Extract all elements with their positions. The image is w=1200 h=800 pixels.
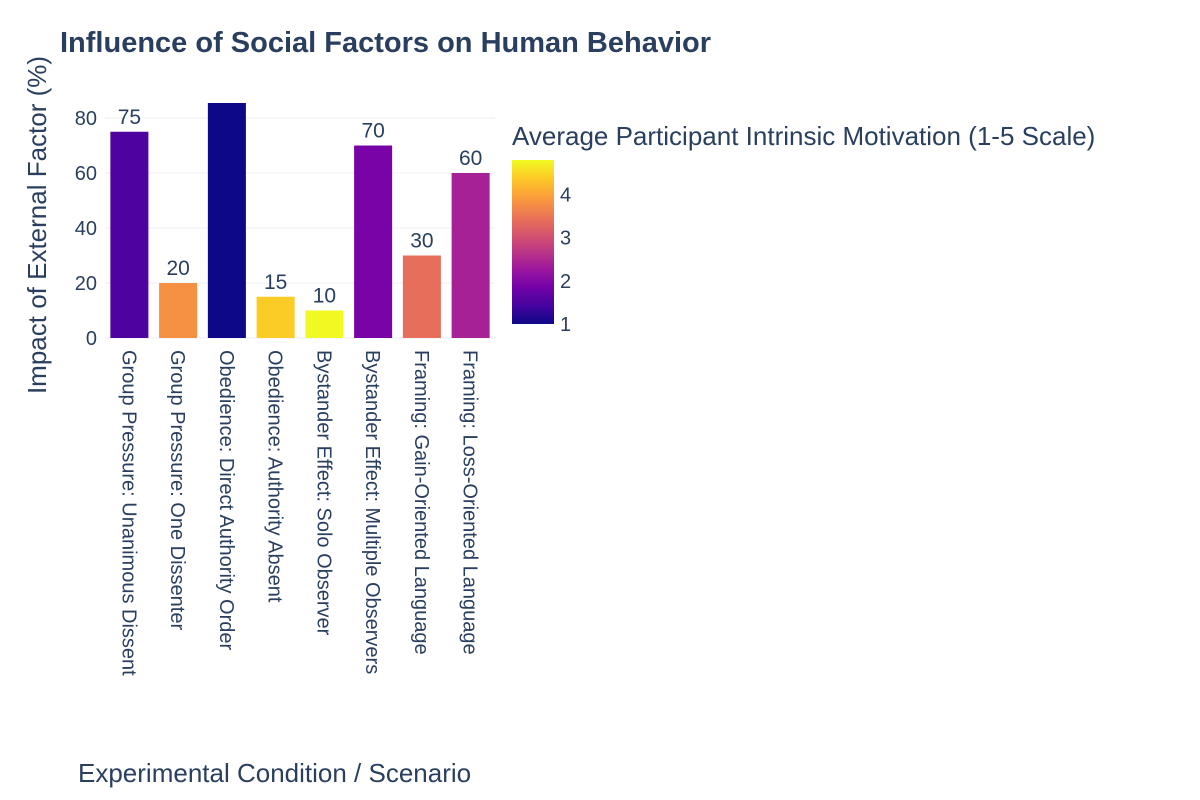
chart-title: Influence of Social Factors on Human Beh… <box>60 27 711 59</box>
x-tick-label: Obedience: Direct Authority Order <box>215 350 237 650</box>
colorbar-ticks: 1 2 3 4 <box>560 185 571 336</box>
x-tick-label: Group Pressure: One Dissenter <box>166 350 188 630</box>
colorbar-tick-label: 1 <box>560 314 571 336</box>
bar-value-label: 75 <box>118 106 141 129</box>
y-tick-label: 80 <box>75 108 97 130</box>
colorbar-tick-label: 4 <box>560 185 571 207</box>
x-tick-label: Framing: Gain-Oriented Language <box>410 350 432 655</box>
bar-value-label: 90 <box>215 65 238 88</box>
y-tick-label: 60 <box>75 163 97 185</box>
bar-labels: 75 20 90 15 10 70 30 60 <box>118 65 483 308</box>
x-tick-label: Framing: Loss-Oriented Language <box>459 350 481 655</box>
colorbar: Average Participant Intrinsic Motivation… <box>512 121 1095 336</box>
x-axis-ticks: Group Pressure: Unanimous Dissent Group P… <box>117 350 480 676</box>
x-tick-label: Group Pressure: Unanimous Dissent <box>117 350 139 676</box>
bar-value-label: 20 <box>166 257 189 280</box>
bar-value-label: 70 <box>361 120 384 143</box>
x-tick-label: Obedience: Authority Absent <box>264 350 286 603</box>
bar <box>256 296 295 338</box>
bar-value-label: 60 <box>459 147 482 170</box>
y-axis-title: Impact of External Factor (%) <box>22 56 52 394</box>
bar <box>110 131 149 338</box>
bar <box>305 310 344 338</box>
colorbar-tick-label: 3 <box>560 228 571 250</box>
bar <box>159 283 198 338</box>
colorbar-title: Average Participant Intrinsic Motivation… <box>512 121 1095 151</box>
bar <box>207 103 246 338</box>
colorbar-gradient <box>512 160 554 324</box>
y-tick-label: 0 <box>86 328 97 350</box>
bar-value-label: 10 <box>313 285 336 308</box>
bar <box>451 173 490 338</box>
x-tick-label: Bystander Effect: Multiple Observers <box>361 350 383 674</box>
bar <box>402 255 441 338</box>
colorbar-tick-label: 2 <box>560 271 571 293</box>
y-axis-ticks: 0 20 40 60 80 <box>75 108 97 350</box>
y-tick-label: 20 <box>75 273 97 295</box>
y-tick-label: 40 <box>75 218 97 240</box>
x-tick-label: Bystander Effect: Solo Observer <box>312 350 334 636</box>
bar-value-label: 30 <box>410 230 433 253</box>
bar <box>354 145 393 338</box>
x-axis-title: Experimental Condition / Scenario <box>78 758 471 788</box>
bar-value-label: 15 <box>264 271 287 294</box>
bars <box>110 103 490 338</box>
